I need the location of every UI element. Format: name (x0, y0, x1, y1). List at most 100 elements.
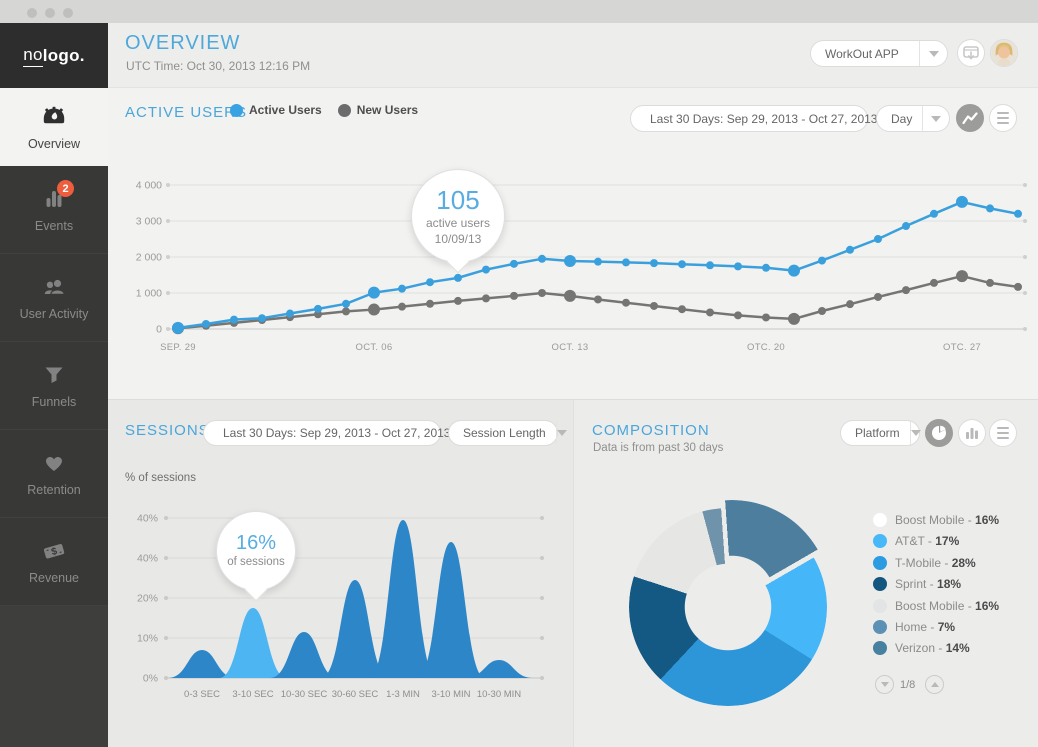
svg-text:10-30 SEC: 10-30 SEC (281, 689, 328, 700)
legend-label: Sprint - 18% (895, 577, 962, 592)
composition-legend-row[interactable]: Boost Mobile - 16% (873, 513, 999, 527)
export-button[interactable] (957, 39, 985, 67)
window-dot[interactable] (27, 8, 37, 18)
chart-menu-button[interactable] (989, 104, 1017, 132)
active-users-section: ACTIVE USERS Active Users New Users Last … (108, 88, 1038, 400)
tooltip-value: 105 (436, 184, 480, 215)
svg-text:OTC. 27: OTC. 27 (943, 342, 981, 353)
legend-label: Active Users (249, 103, 322, 117)
bar-view-button[interactable] (958, 419, 986, 447)
composition-legend-row[interactable]: Verizon - 14% (873, 641, 970, 656)
svg-text:0: 0 (156, 324, 162, 336)
legend-dot (873, 513, 887, 527)
sessions-tooltip: 16% of sessions (216, 511, 296, 602)
svg-text:30-60 SEC: 30-60 SEC (332, 689, 379, 700)
legend-dot (873, 555, 887, 570)
donut-exploded-segment[interactable] (633, 500, 831, 698)
sessions-axis-label: % of sessions (125, 472, 196, 484)
sidebar-item-funnels[interactable]: Funnels (0, 342, 108, 430)
menu-icon (997, 111, 1009, 125)
tooltip-value: 16% (235, 532, 277, 555)
legend-prev-button[interactable] (875, 675, 894, 694)
composition-menu-button[interactable] (989, 419, 1017, 447)
legend-label: T-Mobile - 28% (895, 555, 976, 570)
session-metric-dropdown[interactable]: Session Length (448, 420, 567, 446)
active-users-tooltip: 105 active users 10/09/13 (411, 169, 505, 274)
legend-dot (873, 577, 887, 592)
window-dot[interactable] (63, 8, 73, 18)
sidebar-item-retention[interactable]: Retention (0, 430, 108, 518)
svg-text:20%: 20% (137, 593, 158, 605)
funnel-icon (41, 362, 67, 388)
composition-subtitle: Data is from past 30 days (593, 442, 724, 454)
legend-dot (873, 641, 887, 656)
legend-label: Boost Mobile - 16% (895, 598, 1000, 613)
app-logo[interactable]: no logo. (0, 23, 108, 88)
composition-section: COMPOSITION Data is from past 30 days Pl… (573, 400, 1038, 747)
tooltip-date: 10/09/13 (434, 231, 482, 246)
platform-caret[interactable] (909, 421, 921, 445)
active-users-chart[interactable]: 0 1 000 2 000 3 000 4 000 SEP. 29 OCT. 06 OCT. … (108, 88, 1038, 400)
legend-label: Home - 7% (895, 620, 956, 634)
sidebar-item-user-activity[interactable]: User Activity (0, 254, 108, 342)
tooltip-label: of sessions (227, 556, 285, 569)
legend-page-indicator: 1/8 (900, 679, 916, 691)
logo-text-prefix: no (23, 45, 43, 67)
svg-text:10%: 10% (137, 633, 158, 645)
legend-dot (873, 534, 887, 549)
svg-text:1 000: 1 000 (136, 288, 162, 300)
sidebar-item-label: Revenue (28, 571, 80, 585)
svg-text:OCT. 13: OCT. 13 (552, 342, 589, 353)
platform-value: Platform (855, 426, 900, 440)
date-range-dropdown[interactable]: Last 30 Days: Sep 29, 2013 - Oct 27, 201… (630, 105, 899, 132)
active-users-title: ACTIVE USERS (125, 104, 248, 121)
sidebar-item-events[interactable]: 2 Events (0, 166, 108, 254)
money-icon: $ (41, 538, 67, 564)
legend-label: Boost Mobile - 16% (895, 513, 1000, 527)
sessions-date-range-value: Last 30 Days: Sep 29, 2013 - Oct 27, 201… (223, 426, 451, 440)
composition-legend-row[interactable]: Sprint - 18% (873, 577, 962, 592)
svg-text:OTC. 20: OTC. 20 (747, 342, 785, 353)
legend-label: AT&T - 17% (895, 534, 960, 549)
composition-legend-row[interactable]: Boost Mobile - 16% (873, 598, 1000, 613)
session-metric-value: Session Length (463, 426, 546, 440)
users-icon (41, 274, 67, 300)
svg-text:3 000: 3 000 (136, 216, 162, 228)
composition-legend-row[interactable]: AT&T - 17% (873, 534, 960, 549)
granularity-caret[interactable] (922, 106, 949, 131)
granularity-dropdown[interactable]: Day (876, 105, 950, 132)
svg-text:SEP. 29: SEP. 29 (160, 342, 196, 353)
legend-label: Verizon - 14% (895, 641, 970, 656)
user-avatar[interactable] (990, 39, 1018, 67)
export-window-icon (963, 46, 979, 60)
sidebar-nav: Overview 2 Events User Activity Funnels … (0, 88, 108, 747)
sessions-chart[interactable]: 0% 10% 20% 40% 40% 0-3 SEC 3-10 SEC 10-30 SEC 30… (108, 400, 573, 747)
window-dot[interactable] (45, 8, 55, 18)
sessions-section: SESSIONS Last 30 Days: Sep 29, 2013 - Oc… (108, 400, 573, 747)
platform-dropdown[interactable]: Platform (840, 420, 921, 446)
svg-text:0-3 SEC: 0-3 SEC (184, 689, 220, 700)
line-chart-view-button[interactable] (956, 104, 984, 132)
pie-view-button[interactable] (925, 419, 953, 447)
legend-next-button[interactable] (925, 675, 944, 694)
legend-dot (337, 103, 351, 117)
logo-text-suffix: logo. (42, 45, 85, 65)
heart-icon (41, 450, 67, 476)
pie-chart-icon (932, 425, 946, 440)
app-selector-value: WorkOut APP (825, 46, 899, 61)
bar-chart-icon: 2 (41, 180, 74, 212)
top-header: OVERVIEW UTC Time: Oct 30, 2013 12:16 PM… (108, 23, 1038, 88)
app-selector-caret[interactable] (919, 41, 947, 66)
session-metric-caret[interactable] (555, 421, 567, 445)
composition-legend-row[interactable]: Home - 7% (873, 620, 955, 634)
sessions-date-range-dropdown[interactable]: Last 30 Days: Sep 29, 2013 - Oct 27, 201… (203, 420, 472, 446)
sidebar-item-overview[interactable]: Overview (0, 88, 108, 166)
svg-text:$: $ (50, 546, 59, 558)
sidebar-item-revenue[interactable]: $ Revenue (0, 518, 108, 606)
sidebar-item-label: Retention (27, 483, 81, 497)
app-selector-dropdown[interactable]: WorkOut APP (810, 40, 948, 67)
page-title: OVERVIEW (125, 32, 241, 54)
utc-time-label: UTC Time: Oct 30, 2013 12:16 PM (126, 59, 311, 73)
svg-text:1-3 MIN: 1-3 MIN (386, 689, 420, 700)
composition-legend-row[interactable]: T-Mobile - 28% (873, 555, 976, 570)
